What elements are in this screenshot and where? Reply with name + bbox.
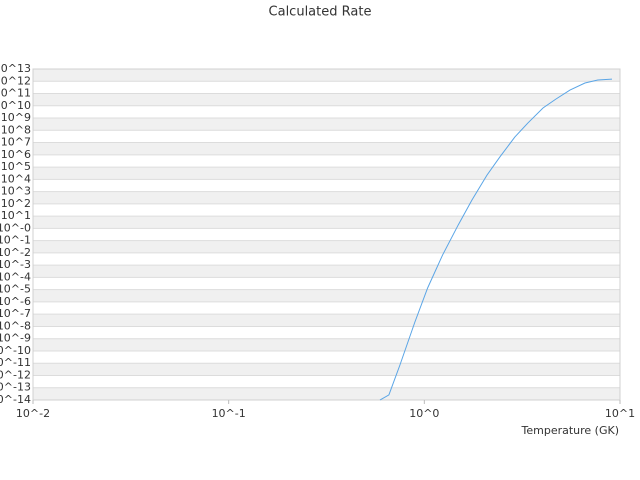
grid-band (33, 265, 620, 278)
y-tick-label: 10^8 (1, 123, 31, 136)
y-tick-label: 10^11 (0, 87, 31, 100)
y-tick-label: 10^-3 (0, 258, 31, 271)
y-tick-label: 10^-4 (0, 270, 31, 283)
y-tick-label: 10^-7 (0, 307, 31, 320)
y-tick-label: 10^10 (0, 99, 31, 112)
y-tick-label: 10^-14 (0, 393, 31, 406)
y-tick-label: 10^2 (1, 197, 31, 210)
y-tick-label: 10^6 (1, 148, 31, 161)
y-tick-label: 10^-6 (0, 295, 31, 308)
x-tick-label: 10^0 (409, 407, 439, 420)
grid-band (33, 387, 620, 400)
grid-band (33, 216, 620, 229)
y-tick-label: 10^9 (1, 111, 31, 124)
y-tick-label: 10^-12 (0, 368, 31, 381)
grid-band (33, 289, 620, 302)
y-tick-label: 10^7 (1, 136, 31, 149)
y-tick-label: 10^-0 (0, 221, 31, 234)
x-tick-label: 10^-1 (212, 407, 246, 420)
y-tick-label: 10^-1 (0, 234, 31, 247)
y-tick-label: 10^13 (0, 62, 31, 75)
grid-band (33, 118, 620, 131)
grid-band (33, 363, 620, 376)
grid-band (33, 142, 620, 155)
y-tick-label: 10^-13 (0, 381, 31, 394)
grid-band (33, 191, 620, 204)
x-axis-label: Temperature (GK) (521, 424, 620, 437)
y-tick-label: 10^-9 (0, 332, 31, 345)
x-tick-label: 10^-2 (16, 407, 50, 420)
y-tick-label: 10^-5 (0, 283, 31, 296)
x-tick-label: 10^1 (605, 407, 635, 420)
grid-band (33, 167, 620, 180)
y-tick-label: 10^-11 (0, 356, 31, 369)
y-tick-label: 10^5 (1, 160, 31, 173)
y-tick-label: 10^3 (1, 185, 31, 198)
y-tick-label: 10^-2 (0, 246, 31, 259)
grid-band (33, 240, 620, 253)
chart-title: Calculated Rate (269, 5, 372, 20)
y-tick-label: 10^-10 (0, 344, 31, 357)
y-tick-label: 10^12 (0, 74, 31, 87)
grid-band (33, 69, 620, 82)
plot-border (32, 68, 621, 401)
grid-band (33, 314, 620, 327)
grid-band (33, 93, 620, 106)
y-tick-label: 10^-8 (0, 319, 31, 332)
y-tick-label: 10^4 (1, 172, 31, 185)
y-tick-label: 10^1 (1, 209, 31, 222)
grid-band (33, 338, 620, 351)
data-line (379, 78, 613, 401)
